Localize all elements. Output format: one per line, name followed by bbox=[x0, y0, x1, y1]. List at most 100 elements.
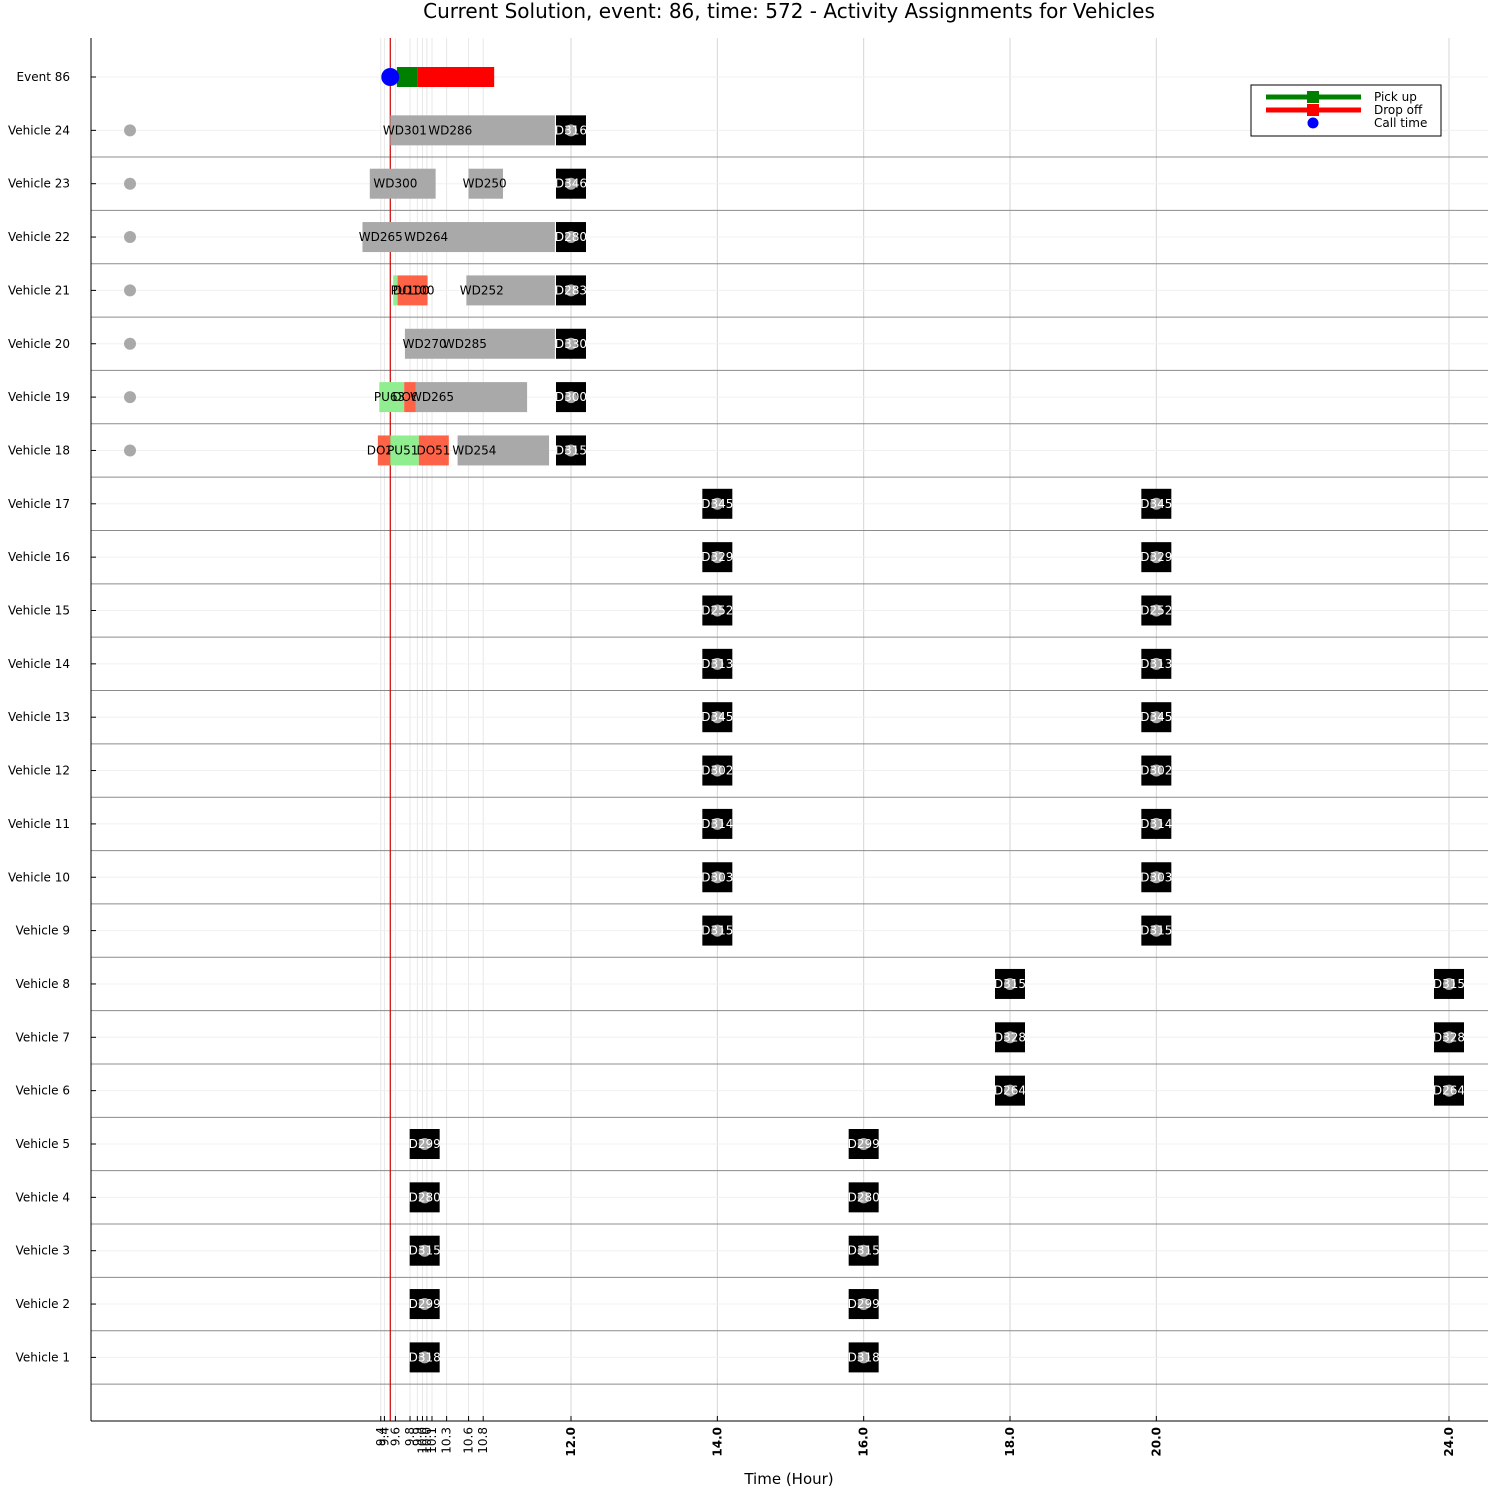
dropoff-bar bbox=[417, 67, 495, 87]
depot-dot bbox=[418, 1351, 431, 1364]
idle-marker bbox=[124, 444, 136, 457]
y-tick-label: Vehicle 12 bbox=[8, 764, 70, 778]
row-vehicle-2: Vehicle 2 D299 D299 bbox=[16, 1289, 880, 1320]
depot-label: D315 bbox=[848, 1244, 880, 1258]
legend-dot bbox=[1307, 117, 1319, 129]
depot-dot bbox=[711, 604, 724, 617]
depot-label: D345 bbox=[701, 710, 733, 724]
legend-square bbox=[1307, 91, 1319, 103]
depot-label: D299 bbox=[409, 1297, 441, 1311]
y-tick-label: Vehicle 15 bbox=[8, 604, 70, 618]
depot-dot bbox=[711, 657, 724, 670]
activity-label: WD252 bbox=[460, 283, 504, 297]
y-tick-label: Vehicle 4 bbox=[16, 1190, 70, 1204]
depot-dot bbox=[1443, 1031, 1455, 1044]
chart-title: Current Solution, event: 86, time: 572 -… bbox=[423, 0, 1155, 23]
legend-square bbox=[1307, 104, 1319, 116]
row-vehicle-4: Vehicle 4 D280 D280 bbox=[16, 1182, 880, 1213]
depot-dot bbox=[1004, 1031, 1016, 1044]
depot-label: D329 bbox=[1140, 550, 1172, 564]
depot-dot bbox=[418, 1298, 431, 1311]
depot-label: D299 bbox=[848, 1137, 880, 1151]
axes: 9.49.49.6 9.89.910.010.010.1 10.3 10.6 10.8 1… bbox=[90, 38, 1488, 1457]
depot-label: D283 bbox=[555, 283, 587, 297]
pickup-bar bbox=[396, 67, 418, 87]
depot-dot bbox=[857, 1298, 870, 1311]
activity-label: WD264 bbox=[404, 230, 448, 244]
x-tick-label: 9.4 bbox=[374, 1427, 388, 1446]
x-tick-label: 12.0 bbox=[564, 1427, 578, 1457]
idle-marker bbox=[124, 391, 136, 404]
depot-dot bbox=[565, 124, 577, 137]
row-vehicle-8: Vehicle 8 D315 D315 bbox=[16, 968, 1465, 999]
y-tick-label: Vehicle 2 bbox=[16, 1297, 70, 1311]
row-vehicle-14: Vehicle 14 D313 D313 bbox=[8, 648, 1172, 679]
depot-label: D299 bbox=[409, 1137, 441, 1151]
y-tick-label: Vehicle 6 bbox=[16, 1084, 70, 1098]
wd-bar bbox=[468, 168, 503, 199]
wd-bar bbox=[369, 168, 436, 199]
depot-dot bbox=[565, 391, 577, 404]
depot-label: D313 bbox=[701, 657, 733, 671]
depot-label: D329 bbox=[701, 550, 733, 564]
depot-dot bbox=[1004, 1084, 1016, 1097]
depot-dot bbox=[857, 1351, 870, 1364]
do-bar bbox=[377, 435, 391, 466]
depot-dot bbox=[1150, 497, 1163, 510]
depot-label: D346 bbox=[555, 177, 587, 191]
y-tick-label: Vehicle 17 bbox=[8, 497, 70, 511]
depot-dot bbox=[711, 871, 724, 884]
activity-label: WD286 bbox=[428, 123, 472, 137]
depot-dot bbox=[1150, 924, 1163, 937]
depot-label: D264 bbox=[994, 1084, 1026, 1098]
depot-dot bbox=[565, 284, 577, 297]
y-tick-label: Vehicle 10 bbox=[8, 870, 70, 884]
depot-dot bbox=[1150, 551, 1163, 564]
depot-label: D303 bbox=[1140, 870, 1172, 884]
x-tick-label: 24.0 bbox=[1442, 1427, 1456, 1457]
depot-dot bbox=[1004, 977, 1016, 990]
depot-label: D315 bbox=[1140, 924, 1172, 938]
row-vehicle-3: Vehicle 3 D315 D315 bbox=[16, 1235, 880, 1266]
activity-label: WD265 bbox=[359, 230, 403, 244]
depot-label: D315 bbox=[1433, 977, 1465, 991]
row-vehicle-16: Vehicle 16 D329 D329 bbox=[8, 542, 1172, 573]
depot-dot bbox=[711, 924, 724, 937]
legend-label: Pick up bbox=[1374, 90, 1417, 104]
activity-label: WD301 bbox=[383, 123, 427, 137]
y-tick-label: Vehicle 20 bbox=[8, 337, 70, 351]
y-tick-label: Vehicle 13 bbox=[8, 710, 70, 724]
activity-label: WD270 bbox=[403, 337, 447, 351]
row-vehicle-10: Vehicle 10 D303 D303 bbox=[8, 862, 1172, 893]
x-tick-label: 20.0 bbox=[1149, 1427, 1163, 1457]
row-vehicle-23: Vehicle 23 WD300 WD250 D346 bbox=[8, 168, 587, 199]
activity-label: WD285 bbox=[443, 337, 487, 351]
activity-label: WD265 bbox=[410, 390, 454, 404]
x-tick-label: 10.0 bbox=[415, 1427, 429, 1454]
row-vehicle-9: Vehicle 9 D315 D315 bbox=[16, 915, 1172, 946]
pu-bar bbox=[390, 435, 419, 466]
depot-label: D315 bbox=[409, 1244, 441, 1258]
depot-dot bbox=[1443, 1084, 1455, 1097]
pu-bar bbox=[379, 382, 405, 413]
y-tick-label: Vehicle 1 bbox=[16, 1350, 70, 1364]
row-vehicle-17: Vehicle 17 D345 D345 bbox=[8, 488, 1172, 519]
idle-marker bbox=[124, 231, 136, 244]
row-event-86: Event 86 bbox=[17, 67, 495, 87]
x-tick-label: 16.0 bbox=[857, 1427, 871, 1457]
do-bar bbox=[397, 275, 428, 306]
depot-dot bbox=[711, 711, 724, 724]
depot-label: D345 bbox=[1140, 710, 1172, 724]
x-tick-label: 9.8 bbox=[403, 1427, 417, 1446]
do-bar bbox=[404, 382, 416, 413]
activity-label: DO51 bbox=[416, 443, 450, 457]
x-tick-label: 9.9 bbox=[410, 1427, 424, 1446]
depot-label: D252 bbox=[1140, 604, 1172, 618]
activity-label: PU51 bbox=[387, 443, 418, 457]
y-tick-label: Vehicle 18 bbox=[8, 443, 70, 457]
row-vehicle-6: Vehicle 6 D264 D264 bbox=[16, 1075, 1465, 1106]
